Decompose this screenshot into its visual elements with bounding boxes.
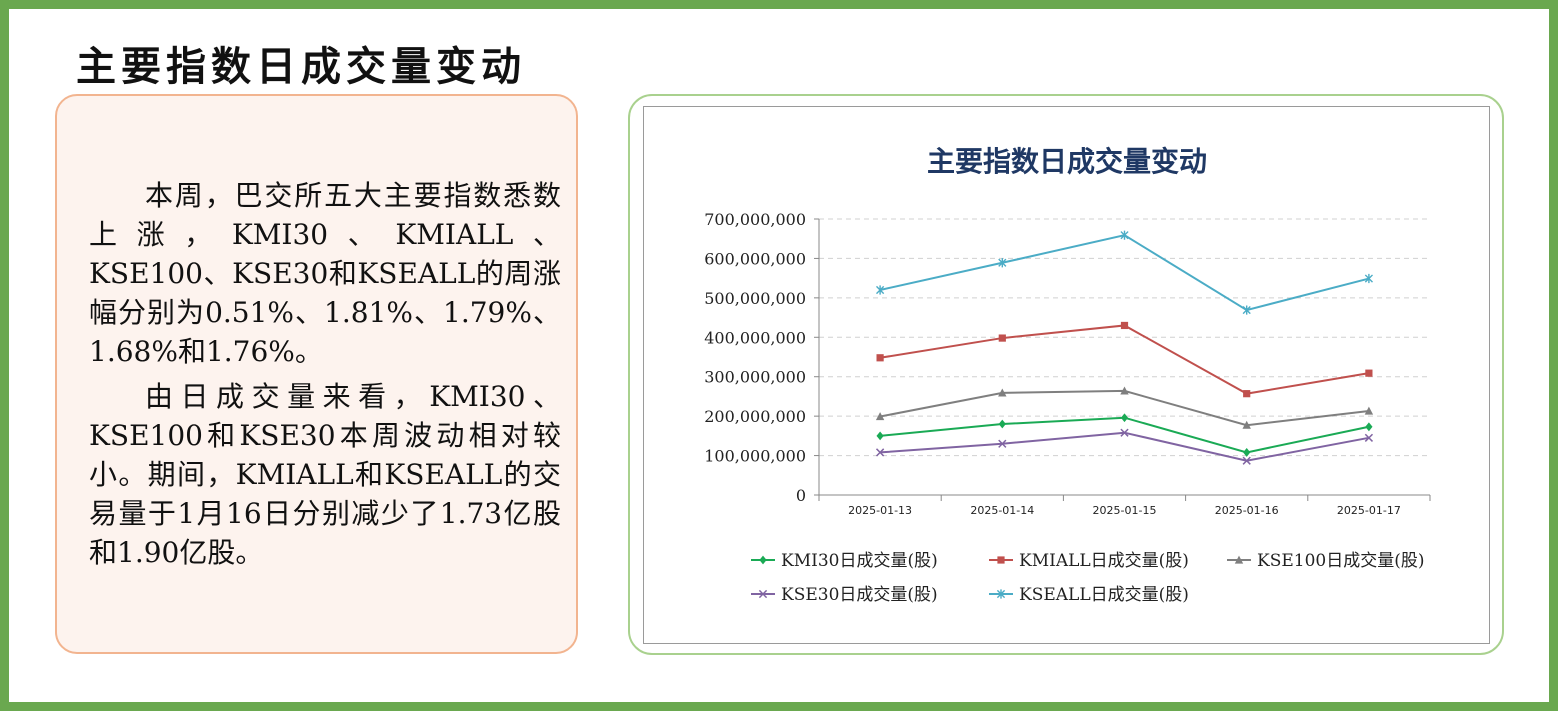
x-tick-label: 2025-01-16 bbox=[1215, 504, 1279, 517]
data-point bbox=[998, 388, 1007, 397]
data-point bbox=[1242, 420, 1251, 429]
series-line-5 bbox=[879, 234, 1370, 312]
x-tick-label: 2025-01-17 bbox=[1337, 504, 1401, 517]
data-point bbox=[876, 354, 884, 362]
data-point bbox=[876, 431, 884, 441]
data-point bbox=[1242, 305, 1251, 315]
data-point bbox=[876, 285, 885, 295]
chart-title: 主要指数日成交量变动 bbox=[927, 145, 1207, 178]
y-tick-label: 600,000,000 bbox=[704, 249, 806, 268]
data-point bbox=[875, 448, 885, 457]
y-tick-label: 500,000,000 bbox=[704, 289, 806, 308]
legend-label: KMIALL日成交量(股) bbox=[1019, 551, 1189, 571]
data-point bbox=[875, 412, 885, 421]
data-point bbox=[1243, 448, 1251, 457]
data-point bbox=[1120, 230, 1129, 240]
data-point bbox=[1242, 456, 1251, 465]
legend-label: KSEALL日成交量(股) bbox=[1019, 585, 1189, 605]
legend-label: KSE30日成交量(股) bbox=[781, 585, 938, 605]
x-tick-label: 2025-01-14 bbox=[970, 504, 1034, 517]
legend-marker bbox=[997, 556, 1005, 564]
legend-marker bbox=[1234, 555, 1244, 564]
chart-area: 主要指数日成交量变动 0 100,000,000 200,000,000 300,000… bbox=[643, 106, 1490, 644]
data-point bbox=[998, 334, 1006, 342]
data-point bbox=[1365, 422, 1373, 432]
y-tick-label: 400,000,000 bbox=[704, 328, 806, 347]
x-tick-label: 2025-01-13 bbox=[848, 504, 912, 517]
series-line-2 bbox=[879, 324, 1370, 395]
data-point bbox=[1120, 386, 1129, 395]
summary-panel: 本周，巴交所五大主要指数悉数上涨，KMI30、KMIALL、KSE100、KSE… bbox=[55, 94, 578, 654]
data-point bbox=[1364, 406, 1374, 415]
data-point bbox=[998, 439, 1007, 448]
page-title: 主要指数日成交量变动 bbox=[76, 43, 526, 90]
y-tick-label: 0 bbox=[796, 486, 806, 505]
data-point bbox=[1120, 413, 1129, 423]
legend-marker bbox=[996, 589, 1006, 599]
data-point bbox=[998, 258, 1007, 268]
volume-line-chart: 主要指数日成交量变动 0 100,000,000 200,000,000 300,000… bbox=[704, 145, 1431, 605]
data-point bbox=[1120, 321, 1129, 330]
data-point bbox=[998, 419, 1006, 429]
y-tick-label: 200,000,000 bbox=[704, 407, 806, 426]
data-point bbox=[1364, 433, 1374, 442]
summary-paragraph-1: 本周，巴交所五大主要指数悉数上涨，KMI30、KMIALL、KSE100、KSE… bbox=[89, 179, 561, 368]
summary-paragraph-2: 由日成交量来看，KMI30、KSE100和KSE30本周波动相对较小。期间，KM… bbox=[89, 380, 561, 569]
legend-label: KMI30日成交量(股) bbox=[781, 551, 938, 571]
y-tick-label: 700,000,000 bbox=[704, 210, 806, 229]
chart-panel: 主要指数日成交量变动 0 100,000,000 200,000,000 300,000… bbox=[628, 94, 1504, 655]
x-tick-label: 2025-01-15 bbox=[1093, 504, 1157, 517]
legend-label: KSE100日成交量(股) bbox=[1257, 551, 1424, 571]
y-tick-label: 100,000,000 bbox=[704, 447, 806, 466]
data-point bbox=[1365, 369, 1373, 377]
data-point bbox=[1243, 390, 1251, 398]
y-tick-label: 300,000,000 bbox=[704, 368, 806, 387]
legend-marker bbox=[759, 555, 767, 565]
legend-marker bbox=[758, 589, 768, 599]
data-point bbox=[1120, 428, 1129, 437]
series-line-4 bbox=[880, 431, 1370, 462]
data-point bbox=[1364, 273, 1373, 284]
